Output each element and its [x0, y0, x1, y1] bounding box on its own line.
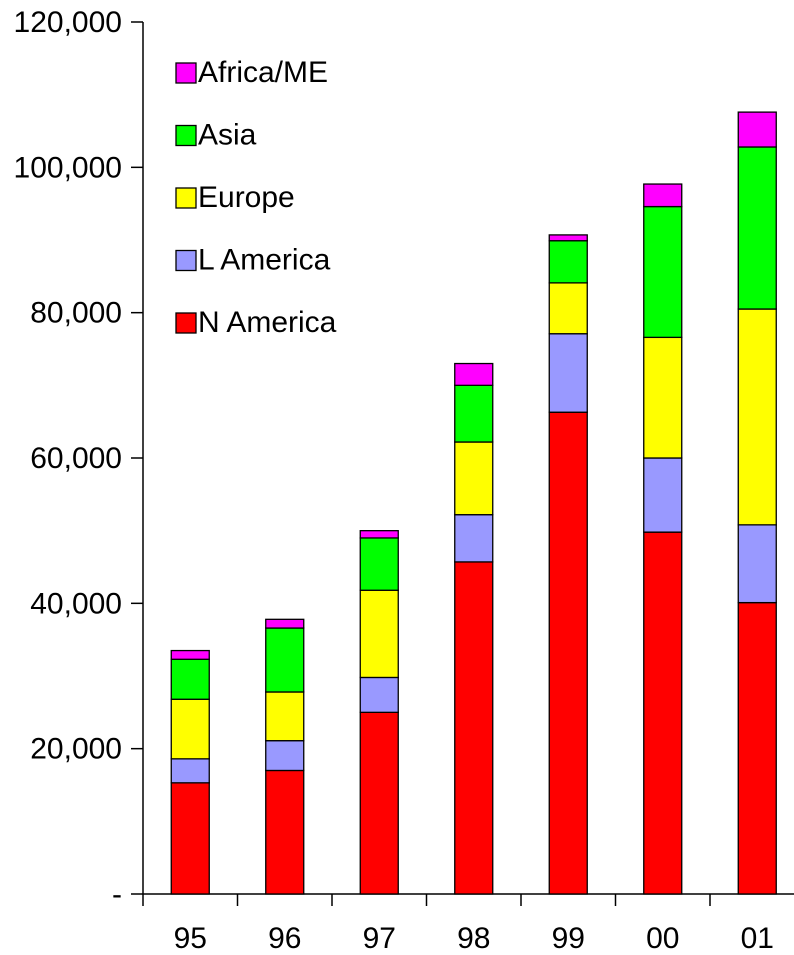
bar-segment — [170, 758, 210, 784]
x-tick-label: 99 — [552, 922, 585, 955]
bar-segment — [643, 531, 683, 895]
bar-segment — [737, 308, 777, 526]
bar-segment — [643, 336, 683, 459]
legend-label: Africa/ME — [198, 56, 328, 89]
legend-swatch — [175, 249, 197, 272]
bar-segment — [548, 282, 588, 335]
x-tick-label: 96 — [268, 922, 301, 955]
bar-segment — [548, 240, 588, 284]
bar-segment — [170, 658, 210, 700]
legend-label: Asia — [198, 119, 257, 152]
bar-segment — [548, 411, 588, 895]
x-tick-label: 01 — [741, 922, 774, 955]
x-tick-label: 00 — [646, 922, 679, 955]
legend-label: Europe — [198, 181, 295, 214]
bar-segment — [737, 146, 777, 310]
legend-swatch — [175, 187, 197, 209]
x-axis: 95 96 97 98 99 00 01 — [142, 893, 794, 955]
bar-segment — [265, 769, 305, 895]
y-tick-label: 120,000 — [14, 6, 122, 39]
legend-label: L America — [198, 244, 331, 277]
bar-segment — [737, 601, 777, 895]
y-tick-label: 60,000 — [30, 442, 122, 475]
legend-swatch — [175, 62, 197, 84]
bar-segment — [643, 183, 683, 208]
y-tick-label: 20,000 — [30, 733, 122, 766]
bar-segment — [737, 524, 777, 604]
bar-segment — [359, 530, 399, 539]
x-tick-label: 98 — [457, 922, 490, 955]
legend: Africa/ME Asia Europe L America N America — [175, 56, 337, 339]
bar-segment — [454, 362, 494, 386]
bar-segment — [548, 333, 588, 413]
legend-swatch — [175, 312, 197, 334]
legend-swatch — [175, 124, 197, 147]
bar-segment — [170, 698, 210, 760]
bar-segment — [265, 627, 305, 693]
legend-label: N America — [198, 306, 337, 339]
y-tick-label: 100,000 — [14, 151, 122, 184]
y-tick-label: 40,000 — [30, 587, 122, 620]
bar-segment — [265, 691, 305, 742]
y-axis: - 20,000 40,000 60,000 80,000 100,000 120,000 — [14, 6, 144, 911]
bars — [170, 111, 777, 895]
y-tick-label: - — [112, 878, 122, 911]
bar-segment — [454, 384, 494, 443]
bar-segment — [170, 649, 210, 660]
bar-segment — [454, 514, 494, 563]
bar-segment — [548, 234, 588, 242]
bar-segment — [454, 561, 494, 895]
y-tick-label: 80,000 — [30, 297, 122, 330]
bar-segment — [737, 111, 777, 148]
bar-segment — [359, 676, 399, 713]
bar-segment — [265, 740, 305, 772]
x-tick-label: 97 — [363, 922, 396, 955]
bar-segment — [643, 205, 683, 339]
bar-segment — [359, 589, 399, 679]
bar-segment — [359, 537, 399, 591]
bar-segment — [170, 782, 210, 895]
bar-segment — [265, 618, 305, 629]
bar-segment — [643, 457, 683, 533]
bar-segment — [359, 711, 399, 895]
x-tick-label: 95 — [174, 922, 207, 955]
bar-segment — [454, 441, 494, 516]
